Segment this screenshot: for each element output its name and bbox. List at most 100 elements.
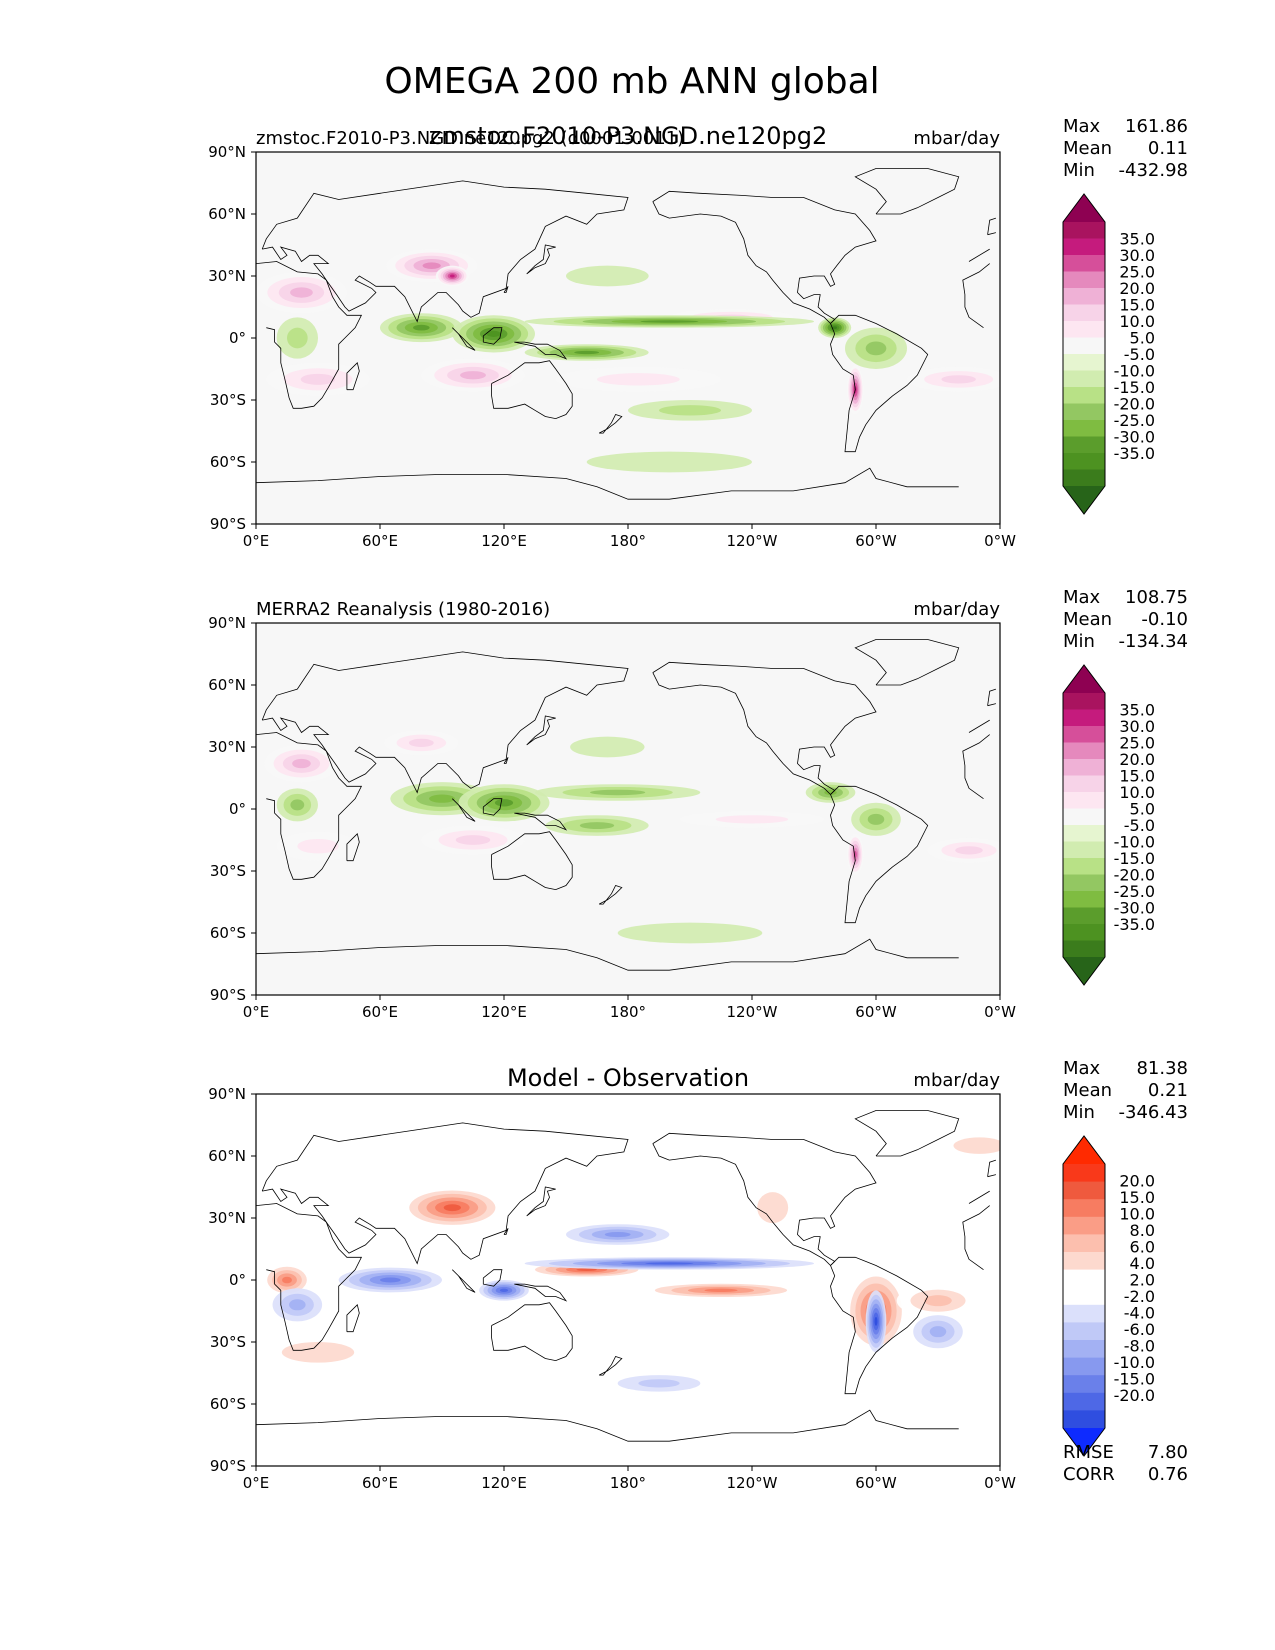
coastline xyxy=(652,661,877,796)
y-tick-label: 30°N xyxy=(208,738,246,756)
field-anomaly-pos xyxy=(297,838,339,854)
field-anomaly-neg xyxy=(867,813,885,825)
colorbar-outline xyxy=(1062,664,1106,986)
colorbar-band xyxy=(1063,1304,1105,1323)
field-anomaly-neg xyxy=(499,1288,509,1293)
field-anomaly-neg xyxy=(874,1316,878,1326)
coastline xyxy=(482,1269,503,1287)
colorbar-bottom-cap xyxy=(1063,486,1105,514)
colorbar-band xyxy=(1063,841,1105,859)
coastline xyxy=(598,1356,623,1376)
stat-value: 0.11 xyxy=(1148,138,1188,159)
x-tick-label: 0°W xyxy=(984,532,1016,550)
y-tick-label: 30°S xyxy=(210,1333,246,1351)
map-field xyxy=(256,1094,1000,1466)
y-tick-label: 0° xyxy=(229,329,246,347)
field-anomaly-neg xyxy=(604,1231,631,1238)
x-tick-label: 60°W xyxy=(855,1474,897,1492)
stat-value: 108.75 xyxy=(1125,587,1188,608)
colorbar-level-label: 5.0 xyxy=(1130,800,1155,819)
coastline xyxy=(987,688,997,707)
coastline xyxy=(256,938,959,971)
colorbar-level-label: -30.0 xyxy=(1114,428,1155,447)
colorbar-level-label: 10.0 xyxy=(1119,312,1155,331)
field-anomaly-neg xyxy=(429,794,455,803)
x-tick-label: 0°E xyxy=(243,532,270,550)
y-tick-label: 60°N xyxy=(208,676,246,694)
field-anomaly-neg xyxy=(574,350,600,355)
colorbar-band xyxy=(1063,693,1105,710)
panels: 0°E 60°E 120°E 180° 120°W 60°W 0°W 90°N 60°N 30°N… xyxy=(208,116,1188,1492)
colorbar-level-label: -20.0 xyxy=(1114,866,1155,885)
colorbar-level-label: 25.0 xyxy=(1119,734,1155,753)
coastline xyxy=(256,1203,990,1351)
colorbar-band xyxy=(1063,1410,1105,1429)
field-anomaly-pos xyxy=(704,1288,738,1292)
coastline xyxy=(491,1302,573,1362)
field-anomaly-pos xyxy=(757,1192,789,1224)
stat-value: -432.98 xyxy=(1119,160,1188,181)
colorbar-band xyxy=(1063,891,1105,908)
stat-value: -346.43 xyxy=(1119,1102,1188,1123)
coastlines xyxy=(256,639,997,971)
coastline xyxy=(987,217,997,236)
colorbar-band xyxy=(1063,304,1105,322)
colorbar-band xyxy=(1063,387,1105,404)
field-anomaly-neg xyxy=(590,789,646,796)
field-anomaly-pos xyxy=(924,1295,952,1307)
colorbar-band xyxy=(1063,337,1105,355)
colorbar-top-cap xyxy=(1063,665,1105,693)
colorbar-band xyxy=(1063,321,1105,338)
field-anomaly-neg xyxy=(617,922,763,944)
colorbar-level-label: 20.0 xyxy=(1119,279,1155,298)
coastline xyxy=(652,190,877,325)
colorbar-band xyxy=(1063,1181,1105,1200)
colorbar-band xyxy=(1063,222,1105,239)
panel-2: 0°E 60°E 120°E 180° 120°W 60°W 0°W 90°N 60°N 30°N… xyxy=(208,587,1188,1021)
field-anomaly-neg xyxy=(659,405,721,416)
colorbar-level-label: 30.0 xyxy=(1119,246,1155,265)
map-field xyxy=(256,152,1000,524)
coastline xyxy=(452,798,476,822)
stat-label: Mean xyxy=(1063,1080,1112,1101)
field-anomaly-neg xyxy=(579,822,615,829)
field-anomaly-pos xyxy=(300,373,336,385)
coastline xyxy=(346,833,360,862)
field-anomaly-neg xyxy=(929,1326,947,1338)
colorbar-band xyxy=(1063,1234,1105,1253)
x-tick-label: 120°W xyxy=(727,1003,778,1021)
y-tick-label: 60°N xyxy=(208,205,246,223)
stat-label: Max xyxy=(1063,587,1101,608)
colorbar-level-label: -5.0 xyxy=(1124,345,1155,364)
colorbar-level-label: -15.0 xyxy=(1114,849,1155,868)
colorbar-level-label: -10.0 xyxy=(1114,1353,1155,1372)
colorbar-level-label: -20.0 xyxy=(1114,1386,1155,1405)
colorbar-band xyxy=(1063,288,1105,305)
coastline xyxy=(652,1132,877,1267)
y-tick-label: 0° xyxy=(229,800,246,818)
x-tick-label: 60°E xyxy=(362,532,398,550)
field-anomaly-neg xyxy=(290,799,305,811)
colorbar-level-label: -30.0 xyxy=(1114,899,1155,918)
y-tick-label: 90°N xyxy=(208,143,246,161)
field-anomaly-pos xyxy=(290,287,313,298)
y-tick-label: 60°S xyxy=(210,924,246,942)
colorbar-band xyxy=(1063,1252,1105,1271)
coastlines xyxy=(256,168,997,500)
y-tick-label: 60°S xyxy=(210,453,246,471)
colorbar-level-label: -15.0 xyxy=(1114,1370,1155,1389)
x-tick-label: 180° xyxy=(610,1003,646,1021)
x-tick-label: 60°W xyxy=(855,1003,897,1021)
y-tick-label: 90°S xyxy=(210,1457,246,1475)
stat-value: -0.10 xyxy=(1141,609,1188,630)
colorbar-bottom-cap xyxy=(1063,957,1105,985)
colorbar-band xyxy=(1063,1375,1105,1394)
units-label: mbar/day xyxy=(913,599,1000,620)
coastline xyxy=(514,812,568,831)
colorbar-band xyxy=(1063,874,1105,892)
x-tick-label: 120°W xyxy=(727,1474,778,1492)
colorbar-band xyxy=(1063,1340,1105,1359)
stat-label: Max xyxy=(1063,116,1101,137)
coastline xyxy=(256,732,990,880)
colorbar-level-label: 15.0 xyxy=(1119,767,1155,786)
